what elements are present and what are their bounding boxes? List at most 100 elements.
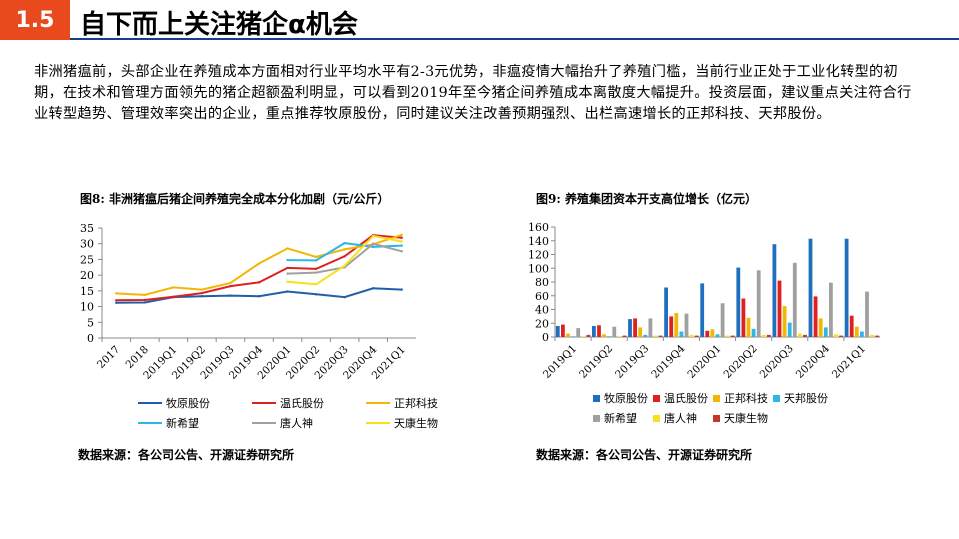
x-tick-label: 2020Q1 [685,343,723,381]
bar-series-3 [679,331,684,337]
data-point-series-4 [286,272,289,275]
data-point-series-0 [229,294,232,297]
data-point-series-1 [143,298,147,302]
data-point-series-2 [115,292,118,295]
data-point-series-2 [200,288,204,291]
intro-paragraph: 非洲猪瘟前，头部企业在养殖成本方面相对行业平均水平有2-3元优势，非瘟疫情大幅抬… [34,64,912,122]
data-point-series-1 [172,295,175,299]
legend-swatch [593,415,600,422]
data-point-series-2 [229,281,232,285]
bar-series-5 [653,335,658,337]
bar-series-3 [715,334,720,338]
data-point-series-2 [172,286,175,289]
bar-series-4 [720,303,725,337]
legend-swatch [653,415,660,422]
data-point-series-2 [257,262,261,265]
line-series-3 [287,242,402,262]
left-chart-source: 数据来源：各公司公告、开源证券研究所 [78,448,295,462]
bar-series-1 [813,296,818,337]
bar-series-6 [622,335,627,337]
data-point-series-3 [286,258,289,262]
page-title: 自下而上关注猪企α机会 [80,10,358,40]
data-point-series-4 [371,242,375,245]
legend-swatch [713,395,720,402]
data-point-series-0 [400,288,403,291]
data-point-series-0 [200,295,204,298]
bar-series-5 [870,334,874,337]
bar-series-5 [834,334,838,338]
data-point-series-4 [400,250,403,253]
bar-series-1 [597,325,601,337]
bar-series-3 [643,334,648,337]
y-tick-label: 60 [535,290,549,303]
bar-series-1 [849,315,854,337]
data-point-series-2 [143,293,147,297]
bar-series-4 [756,270,761,337]
y-tick-label: 10 [80,301,94,314]
bar-series-1 [777,280,782,337]
bar-series-0 [555,326,560,337]
data-point-series-3 [371,245,375,249]
legend-swatch [653,395,660,402]
bar-series-5 [761,334,766,337]
bar-series-6 [839,335,843,337]
right-chart-title: 图9: 养殖集团资本开支高位增长（亿元） [536,192,757,206]
data-point-series-5 [286,280,289,283]
bar-series-6 [586,334,591,337]
bar-series-4 [829,282,833,337]
legend-swatch [713,415,720,422]
data-point-series-3 [343,241,346,245]
bar-series-4 [612,326,617,337]
x-tick-label: 2020Q4 [794,342,832,380]
bar-series-0 [736,267,741,337]
legend-label: 正邦科技 [724,391,768,405]
data-point-series-2 [314,255,318,259]
bar-series-1 [561,324,565,337]
y-tick-label: 30 [80,238,94,251]
data-point-series-2 [286,247,289,250]
data-point-series-5 [314,283,318,286]
section-number-badge: 1.5 [0,0,70,40]
data-point-series-0 [371,287,375,290]
data-point-series-0 [257,295,261,298]
bar-series-2 [674,312,679,337]
y-tick-label: 160 [528,221,549,234]
bar-series-4 [865,291,869,337]
data-point-series-3 [314,259,318,262]
bar-series-0 [808,238,813,337]
bar-series-3 [860,331,864,337]
bar-series-4 [648,318,653,337]
bar-series-6 [730,335,735,337]
legend-label: 温氏股份 [664,392,708,405]
legend-label: 温氏股份 [280,397,324,410]
data-point-series-1 [115,299,118,302]
right-chart-source: 数据来源：各公司公告、开源证券研究所 [536,448,753,462]
data-point-series-1 [200,291,204,295]
bar-series-1 [633,318,637,337]
data-point-series-4 [314,271,318,274]
bar-series-4 [684,313,689,337]
y-tick-label: 5 [87,316,94,329]
x-tick-label: 2017 [95,344,122,371]
y-tick-label: 0 [87,332,94,345]
legend-label: 新希望 [604,411,637,425]
y-tick-label: 100 [528,262,549,275]
y-tick-label: 25 [80,253,94,266]
bar-series-0 [664,287,668,337]
bar-series-0 [700,283,705,337]
y-tick-label: 20 [80,269,94,282]
bar-series-2 [782,306,787,337]
data-point-series-1 [286,266,289,270]
left-chart-title: 图8: 非洲猪瘟后猪企间养殖完全成本分化加剧（元/公斤） [80,192,390,206]
legend-label: 天康生物 [724,411,768,425]
y-tick-label: 15 [80,285,94,298]
bar-series-0 [772,244,777,337]
bar-series-3 [787,322,792,337]
bar-series-4 [576,328,581,337]
data-point-series-1 [257,281,261,284]
bar-series-6 [658,335,663,337]
legend-label: 天邦股份 [784,392,828,405]
bar-series-5 [617,336,622,337]
y-tick-label: 80 [535,276,549,289]
